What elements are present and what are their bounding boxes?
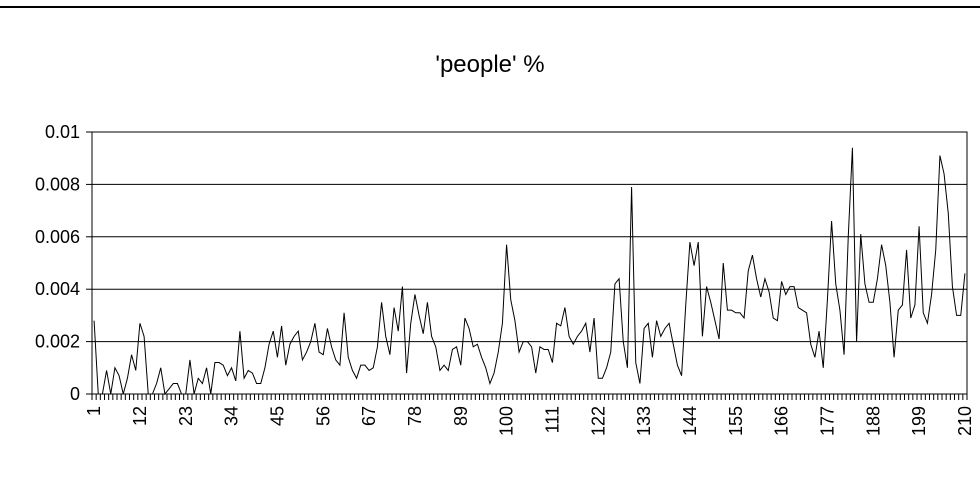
x-tick-label: 177 [817, 406, 837, 436]
x-tick-label: 100 [497, 406, 517, 436]
y-axis: 0 0.002 0.004 0.006 0.008 0.01 [35, 122, 92, 404]
x-tick-label: 188 [863, 406, 883, 436]
x-tick-label: 155 [726, 406, 746, 436]
series-line [93, 147, 966, 396]
y-tick-label: 0.006 [35, 227, 80, 247]
x-tick-label: 23 [176, 406, 196, 426]
x-tick-label: 166 [772, 406, 792, 436]
x-tick-label: 56 [313, 406, 333, 426]
x-tick-label: 12 [130, 406, 150, 426]
plot-area [91, 131, 968, 395]
x-tick-label: 210 [955, 406, 975, 436]
y-tick-label: 0.004 [35, 279, 80, 299]
x-tick-label: 133 [634, 406, 654, 436]
y-tick-label: 0.008 [35, 174, 80, 194]
x-tick-label: 144 [680, 406, 700, 436]
x-tick-label: 67 [359, 406, 379, 426]
grid-lines [92, 183, 967, 343]
y-tick-label: 0.01 [45, 122, 80, 142]
x-tick-label: 78 [405, 406, 425, 426]
x-tick-label: 199 [909, 406, 929, 436]
x-axis: 1 12 23 34 45 56 67 78 89 100 111 122 133 144 155 166 17… [84, 394, 975, 436]
top-rule [0, 6, 980, 8]
x-tick-label: 89 [451, 406, 471, 426]
x-tick-label: 45 [267, 406, 287, 426]
x-tick-label: 122 [588, 406, 608, 436]
chart-title: 'people' % [435, 51, 544, 78]
y-tick-label: 0 [70, 384, 80, 404]
x-tick-label: 1 [84, 406, 104, 416]
y-tick-label: 0.002 [35, 332, 80, 352]
x-tick-label: 34 [222, 406, 242, 426]
x-tick-label: 111 [542, 406, 562, 433]
